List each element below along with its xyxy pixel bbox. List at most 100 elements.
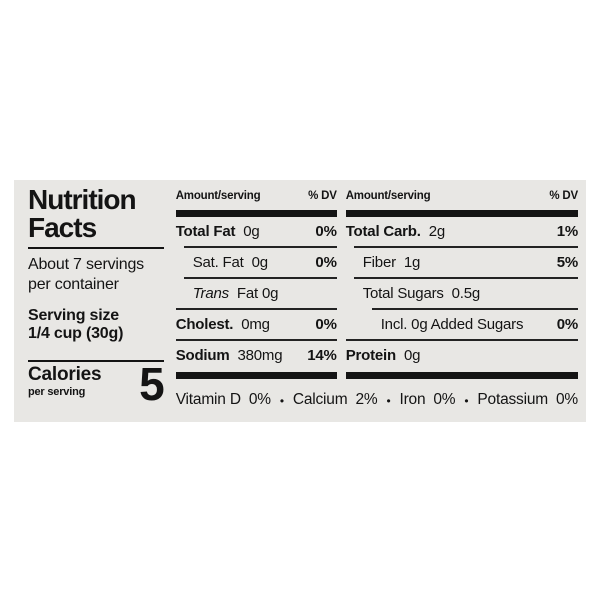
serving-size-value: 1/4 cup (30g) bbox=[28, 325, 124, 343]
nutrient-name-amount: Sodium 380mg bbox=[176, 347, 283, 364]
nutrient-row-protein: Protein 0g bbox=[346, 341, 578, 370]
nutrient-amount: Fat 0g bbox=[236, 284, 279, 302]
column-header-amount: Amount/serving bbox=[345, 190, 431, 202]
label-left-panel: Nutrition Facts About 7 servings per con… bbox=[28, 184, 165, 422]
calories-section: Calories per serving 5 bbox=[28, 357, 165, 410]
micronutrient-name: Calcium bbox=[292, 390, 348, 408]
nutrient-name-amount: Trans Fat 0g bbox=[176, 285, 279, 302]
divider-hairline bbox=[183, 246, 337, 248]
nutrient-dv: 0% bbox=[315, 223, 337, 241]
nutrient-name: Total Sugars bbox=[362, 284, 444, 302]
label-title-line2: Facts bbox=[28, 211, 97, 243]
nutrient-dv: 0% bbox=[315, 315, 337, 333]
nutrient-row-cholesterol: Cholest. 0mg 0% bbox=[176, 310, 337, 339]
bullet-separator-icon: • bbox=[279, 393, 284, 408]
divider-thick bbox=[175, 371, 337, 379]
nutrient-row-total-carb: Total Carb. 2g 1% bbox=[346, 217, 578, 246]
nutrient-row-fiber: Fiber 1g 5% bbox=[346, 248, 578, 277]
micronutrient-dv: 0% bbox=[433, 390, 456, 408]
nutrient-amount: 380mg bbox=[237, 346, 283, 364]
nutrient-name-amount: Incl. 0g Added Sugars bbox=[346, 316, 528, 333]
nutrient-name-amount: Total Fat 0g bbox=[176, 223, 260, 240]
nutrient-row-total-sugars: Total Sugars 0.5g bbox=[346, 279, 578, 308]
bullet-separator-icon: • bbox=[386, 393, 391, 408]
column-header-amount: Amount/serving bbox=[175, 190, 261, 202]
nutrient-name: Incl. 0g Added Sugars bbox=[380, 315, 524, 333]
nutrient-amount: 0g bbox=[251, 254, 269, 272]
bullet-separator-icon: • bbox=[464, 393, 469, 408]
divider-hairline bbox=[175, 339, 337, 341]
divider-hairline bbox=[353, 277, 578, 279]
divider-hairline bbox=[345, 339, 578, 341]
nutrient-dv: 0% bbox=[315, 254, 337, 272]
nutrition-facts-label: Nutrition Facts About 7 servings per con… bbox=[14, 180, 586, 422]
nutrient-name: Cholest. bbox=[175, 315, 234, 333]
micronutrient-calcium: Calcium 2% bbox=[293, 391, 378, 409]
nutrient-name-amount: Total Sugars 0.5g bbox=[346, 284, 481, 302]
divider-hairline bbox=[353, 246, 578, 248]
nutrient-row-sat-fat: Sat. Fat 0g 0% bbox=[176, 248, 337, 277]
nutrient-row-trans-fat: Trans Fat 0g bbox=[176, 279, 337, 308]
column-header: Amount/serving % DV bbox=[176, 188, 337, 210]
micronutrient-name: Vitamin D bbox=[175, 390, 241, 408]
nutrient-column-fat-sodium: Amount/serving % DV Total Fat 0g 0% Sat.… bbox=[175, 188, 337, 379]
micronutrient-dv: 0% bbox=[248, 390, 271, 408]
calories-labels: Calories per serving bbox=[28, 363, 102, 398]
divider-thick bbox=[345, 371, 578, 379]
nutrient-row-added-sugars: Incl. 0g Added Sugars 0% bbox=[346, 310, 578, 339]
micronutrients-row: Vitamin D 0% • Calcium 2% • Iron 0% • Po… bbox=[176, 391, 578, 409]
nutrient-name-amount: Sat. Fat 0g bbox=[176, 254, 268, 271]
nutrient-name: Sat. Fat bbox=[192, 254, 244, 272]
micronutrient-name: Iron bbox=[399, 390, 426, 408]
nutrient-row-sodium: Sodium 380mg 14% bbox=[176, 341, 337, 370]
nutrient-amount: 0.5g bbox=[451, 284, 481, 302]
divider-hairline bbox=[371, 308, 578, 310]
calories-label: Calories bbox=[28, 363, 102, 385]
servings-per-container: About 7 servings per container bbox=[28, 255, 164, 293]
column-header-dv: % DV bbox=[549, 190, 578, 202]
label-nutrient-area: Amount/serving % DV Total Fat 0g 0% Sat.… bbox=[175, 188, 578, 422]
nutrient-name-amount: Protein 0g bbox=[346, 347, 421, 364]
nutrient-dv: 14% bbox=[307, 346, 337, 364]
nutrient-row-total-fat: Total Fat 0g 0% bbox=[176, 217, 337, 246]
nutrient-amount: 0mg bbox=[241, 315, 270, 333]
divider-thick bbox=[345, 210, 578, 217]
label-title-line1: Nutrition bbox=[28, 184, 137, 215]
nutrient-amount: 0g bbox=[243, 223, 260, 241]
nutrient-name: Sodium bbox=[175, 346, 230, 364]
micronutrient-vitamin-d: Vitamin D 0% bbox=[176, 391, 271, 409]
nutrient-amount: 0g bbox=[403, 346, 421, 364]
nutrient-dv: 1% bbox=[556, 223, 578, 241]
nutrient-dv: 0% bbox=[556, 315, 578, 333]
servings-line1: About 7 servings bbox=[28, 256, 144, 274]
micronutrient-iron: Iron 0% bbox=[399, 391, 455, 409]
nutrient-name-amount: Fiber 1g bbox=[346, 254, 421, 272]
calories-sublabel: per serving bbox=[28, 385, 86, 398]
serving-size-label: Serving size bbox=[28, 306, 119, 324]
micronutrient-potassium: Potassium 0% bbox=[477, 391, 578, 409]
column-header: Amount/serving % DV bbox=[346, 188, 578, 210]
micronutrient-dv: 2% bbox=[355, 390, 378, 408]
divider-hairline bbox=[183, 277, 337, 279]
nutrient-name: Protein bbox=[345, 346, 396, 364]
divider-hairline bbox=[175, 308, 337, 310]
nutrient-name: Fiber bbox=[362, 254, 396, 272]
servings-line2: per container bbox=[28, 275, 119, 293]
nutrient-column-carb-protein: Amount/serving % DV Total Carb. 2g 1% Fi… bbox=[345, 188, 578, 379]
nutrient-dv: 5% bbox=[556, 254, 578, 272]
micronutrient-dv: 0% bbox=[555, 390, 578, 408]
nutrient-name-amount: Cholest. 0mg bbox=[176, 316, 270, 333]
micronutrient-name: Potassium bbox=[477, 390, 548, 408]
nutrient-name-amount: Total Carb. 2g bbox=[345, 223, 446, 241]
nutrient-amount: 2g bbox=[428, 223, 446, 241]
column-header-dv: % DV bbox=[308, 190, 337, 202]
label-title: Nutrition Facts bbox=[28, 184, 164, 250]
serving-size: Serving size 1/4 cup (30g) bbox=[28, 307, 164, 344]
calories-value: 5 bbox=[139, 357, 165, 410]
nutrient-name: Total Carb. bbox=[345, 223, 421, 241]
divider-thick bbox=[175, 210, 337, 217]
nutrient-name: Total Fat bbox=[175, 223, 236, 241]
nutrient-columns: Amount/serving % DV Total Fat 0g 0% Sat.… bbox=[175, 188, 578, 379]
nutrient-name: Trans bbox=[192, 284, 229, 302]
nutrient-amount: 1g bbox=[403, 254, 421, 272]
